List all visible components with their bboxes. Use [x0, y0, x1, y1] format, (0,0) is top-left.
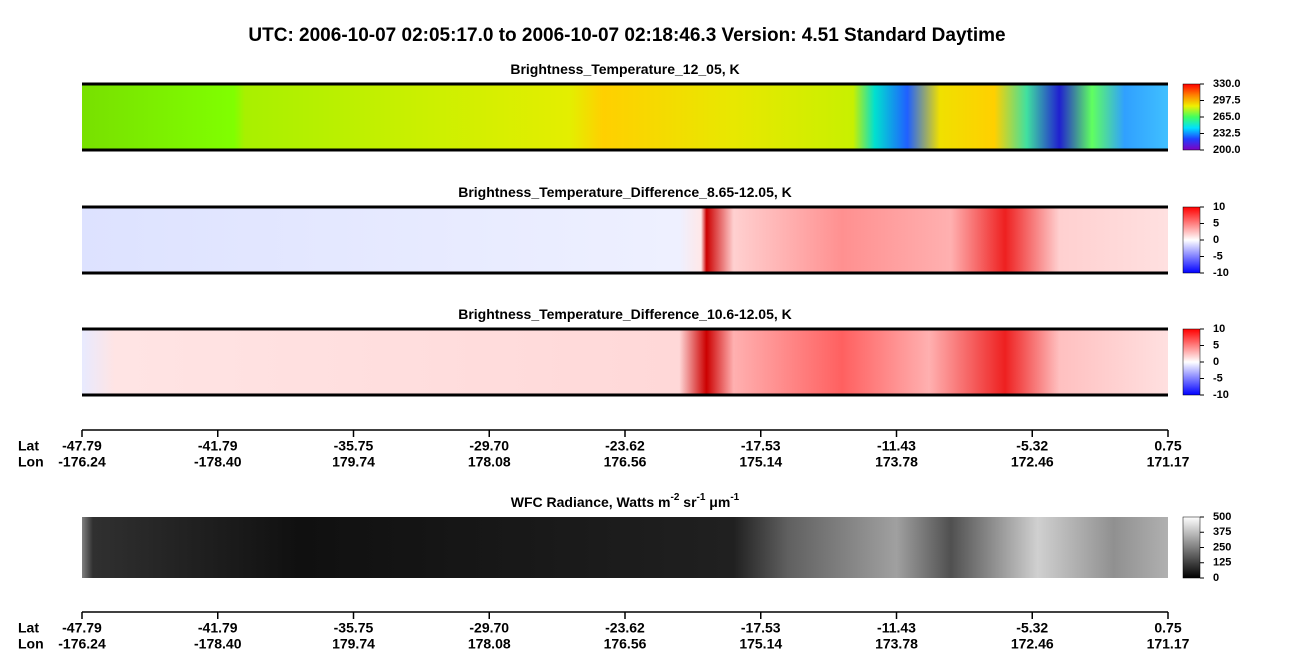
lon-tick-label: -176.24	[58, 454, 106, 470]
colorbar-tick-label: 0	[1213, 572, 1219, 584]
image-strip	[82, 207, 1168, 273]
colorbar-tick-label: 500	[1213, 511, 1231, 523]
colorbar-tick-label: -5	[1213, 372, 1223, 384]
lat-tick-label: -23.62	[605, 620, 645, 636]
colorbar-tick-label: 5	[1213, 339, 1219, 351]
title-part: Brightness_Temperature_Difference_8.65-1…	[458, 184, 792, 200]
lat-label: Lat	[18, 620, 39, 636]
lon-tick-label: 179.74	[332, 636, 375, 652]
lat-tick-label: -29.70	[469, 620, 509, 636]
lat-tick-label: -17.53	[741, 620, 781, 636]
image-strip	[82, 329, 1168, 395]
lon-tick-label: 178.08	[468, 454, 511, 470]
lon-tick-label: 172.46	[1011, 636, 1054, 652]
lon-tick-label: 173.78	[875, 454, 918, 470]
colorbar-tick-label: 330.0	[1213, 78, 1241, 90]
colorbar-tick-label: 200.0	[1213, 144, 1241, 156]
colorbar-tick-label: -5	[1213, 250, 1223, 262]
image-strip	[82, 84, 1168, 150]
lat-tick-label: -23.62	[605, 438, 645, 454]
colorbar-tick-label: 125	[1213, 557, 1231, 569]
lat-tick-label: -41.79	[198, 620, 238, 636]
lon-tick-label: 171.17	[1147, 636, 1190, 652]
superscript: -2	[670, 492, 679, 503]
lat-tick-label: -5.32	[1016, 438, 1048, 454]
colorbar-tick-label: 232.5	[1213, 127, 1241, 139]
lon-tick-label: -178.40	[194, 454, 242, 470]
lon-tick-label: -178.40	[194, 636, 242, 652]
lon-tick-label: 173.78	[875, 636, 918, 652]
colorbar-tick-label: 0	[1213, 234, 1219, 246]
colorbar-tick-label: 10	[1213, 201, 1225, 213]
colorbar-tick-label: 10	[1213, 323, 1225, 335]
colorbar-tick-label: 0	[1213, 356, 1219, 368]
panel-title: Brightness_Temperature_Difference_10.6-1…	[458, 306, 792, 322]
strip-borders	[82, 82, 1168, 397]
panel-title: WFC Radiance, Watts m-2 sr-1 μm-1	[511, 492, 740, 510]
colorbar	[1182, 206, 1201, 274]
lat-tick-label: -11.43	[877, 438, 916, 454]
lat-label: Lat	[18, 438, 39, 454]
lat-tick-label: -41.79	[198, 438, 238, 454]
lon-tick-label: 176.56	[604, 636, 647, 652]
lat-tick-label: -47.79	[62, 438, 102, 454]
lon-label: Lon	[18, 636, 44, 652]
colorbar	[1182, 516, 1201, 579]
lon-tick-label: 176.56	[604, 454, 647, 470]
panel-title: Brightness_Temperature_12_05, K	[510, 61, 739, 77]
colorbar	[1182, 83, 1201, 151]
colorbar-tick-label: -10	[1213, 267, 1229, 279]
lon-tick-label: -176.24	[58, 636, 106, 652]
colorbar-tick-label: 5	[1213, 217, 1219, 229]
lat-tick-label: -47.79	[62, 620, 102, 636]
title-part: WFC Radiance, Watts m	[511, 494, 671, 510]
title-part: Brightness_Temperature_12_05, K	[510, 61, 739, 77]
colorbar-tick-label: -10	[1213, 389, 1229, 401]
lat-tick-label: -5.32	[1016, 620, 1048, 636]
lat-tick-label: -35.75	[334, 620, 374, 636]
colorbar-tick-label: 375	[1213, 526, 1231, 538]
lat-tick-label: -11.43	[877, 620, 916, 636]
panel-title: Brightness_Temperature_Difference_8.65-1…	[458, 184, 792, 200]
lon-tick-label: 172.46	[1011, 454, 1054, 470]
lat-tick-label: 0.75	[1154, 438, 1181, 454]
lon-tick-label: 171.17	[1147, 454, 1190, 470]
colorbar-tick-label: 265.0	[1213, 111, 1241, 123]
lon-tick-label: 175.14	[739, 454, 782, 470]
lat-tick-label: -35.75	[334, 438, 374, 454]
superscript: -1	[697, 492, 706, 503]
lon-label: Lon	[18, 454, 44, 470]
title-part: Brightness_Temperature_Difference_10.6-1…	[458, 306, 792, 322]
image-strip	[82, 517, 1168, 578]
lat-tick-label: -17.53	[741, 438, 781, 454]
lon-tick-label: 175.14	[739, 636, 782, 652]
figure-title: UTC: 2006-10-07 02:05:17.0 to 2006-10-07…	[248, 25, 1005, 46]
colorbar	[1182, 328, 1201, 396]
lon-tick-label: 179.74	[332, 454, 375, 470]
lat-tick-label: -29.70	[469, 438, 509, 454]
title-part: sr	[679, 494, 697, 510]
colorbar-tick-label: 250	[1213, 541, 1231, 553]
lat-tick-label: 0.75	[1154, 620, 1181, 636]
lon-tick-label: 178.08	[468, 636, 511, 652]
superscript: -1	[730, 492, 739, 503]
title-part: μm	[705, 494, 730, 510]
colorbar-tick-label: 297.5	[1213, 94, 1241, 106]
